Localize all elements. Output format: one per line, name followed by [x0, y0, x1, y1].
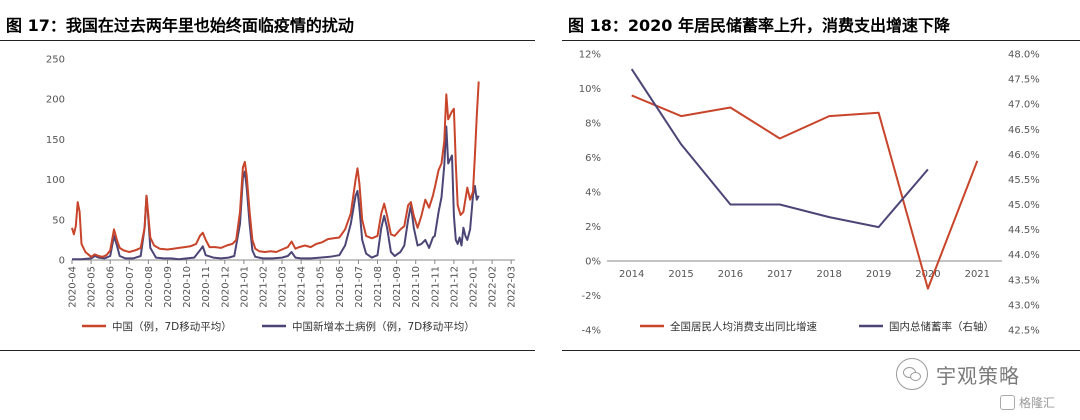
x-tick-label: 2019 — [866, 269, 891, 280]
x-tick-label: 2020-09 — [163, 266, 174, 308]
x-tick-label: 2020-07 — [125, 266, 136, 308]
y-left-tick-label: 0% — [585, 257, 601, 268]
x-tick-label: 2020 — [915, 269, 940, 280]
x-tick-label: 2020-05 — [87, 266, 98, 308]
y-tick-label: 250 — [46, 55, 65, 66]
y-right-tick-label: 46.5% — [1008, 125, 1040, 136]
wechat-icon — [896, 358, 928, 390]
series-line — [630, 68, 929, 229]
x-tick-label: 2021-06 — [335, 266, 346, 308]
y-right-tick-label: 47.5% — [1008, 75, 1040, 86]
x-tick-label: 2020-08 — [144, 266, 155, 308]
x-tick-label: 2020-10 — [182, 266, 193, 308]
x-tick-label: 2020-06 — [106, 266, 117, 308]
figure-18-chart: 12% 10% 8% 6% 4% 2% 0% -2% -4% 48.0% 47.5% 47.0% 46.… — [579, 50, 1040, 337]
x-tick-label: 2021-02 — [258, 266, 269, 308]
x-tick-label: 2021-11 — [430, 266, 441, 308]
y-right-tick-label: 42.5% — [1008, 326, 1040, 337]
x-tick-label: 2022-03 — [507, 266, 518, 308]
x-tick-label: 2021-07 — [354, 266, 365, 308]
x-tick-label: 2020-04 — [68, 266, 79, 308]
x-tick-label: 2022-01 — [468, 266, 479, 308]
y-right-tick-label: 44.5% — [1008, 225, 1040, 236]
y-right-tick-label: 47.0% — [1008, 100, 1040, 111]
y-tick-label: 100 — [46, 175, 65, 186]
source-logo-icon — [1000, 395, 1015, 410]
y-right-tick-label: 45.0% — [1008, 200, 1040, 211]
x-tick-label: 2021-04 — [297, 266, 308, 308]
legend-label: 中国新增本土病例（例，7D移动平均） — [292, 320, 475, 333]
watermark-brand: 宇观策略 — [936, 363, 1020, 388]
y-left-tick-label: -4% — [582, 326, 601, 337]
source-watermark-text: 格隆汇 — [1019, 396, 1056, 410]
y-left-tick-label: 6% — [585, 153, 601, 164]
x-tick-label: 2018 — [816, 269, 841, 280]
x-tick-label: 2021-01 — [239, 266, 250, 308]
y-right-tick-label: 48.0% — [1008, 50, 1040, 61]
series-line — [631, 94, 979, 290]
x-tick-label: 2020-11 — [201, 266, 212, 308]
x-tick-label: 2021 — [965, 269, 990, 280]
figure-17-title: 图 17：我国在过去两年里也始终面临疫情的扰动 — [6, 16, 354, 35]
y-left-tick-label: -2% — [582, 291, 601, 302]
figure-17-bottom-rule — [0, 350, 535, 351]
x-tick-label: 2014 — [619, 269, 644, 280]
y-tick-label: 50 — [52, 215, 65, 226]
figure-17-top-rule — [0, 40, 535, 41]
figure-18-title: 图 18：2020 年居民储蓄率上升，消费支出增速下降 — [568, 16, 950, 35]
y-tick-label: 150 — [46, 135, 65, 146]
y-right-tick-label: 44.0% — [1008, 250, 1040, 261]
x-tick-label: 2021-05 — [316, 266, 327, 308]
x-tick-label: 2021-08 — [373, 266, 384, 308]
y-left-tick-label: 10% — [579, 84, 601, 95]
y-tick-label: 200 — [46, 95, 65, 106]
y-right-tick-label: 43.0% — [1008, 300, 1040, 311]
y-left-tick-label: 2% — [585, 222, 601, 233]
x-tick-label: 2017 — [767, 269, 792, 280]
figure-18-bottom-rule — [562, 350, 1080, 351]
x-tick-label: 2021-09 — [392, 266, 403, 308]
y-left-tick-label: 4% — [585, 188, 601, 199]
y-tick-label: 0 — [59, 256, 65, 267]
figure-17-chart: 0 50 100 150 200 250 2020-04 2020-05 2020-06 2020… — [46, 55, 518, 334]
x-tick-label: 2020-12 — [220, 266, 231, 308]
x-tick-label: 2021-10 — [411, 266, 422, 308]
figure-18-top-rule — [562, 40, 1080, 41]
x-tick-label: 2021-12 — [449, 266, 460, 308]
y-left-tick-label: 8% — [585, 119, 601, 130]
legend-label: 国内总储蓄率（右轴） — [889, 320, 994, 333]
y-right-tick-label: 43.5% — [1008, 275, 1040, 286]
y-right-tick-label: 45.5% — [1008, 175, 1040, 186]
source-watermark: 格隆汇 — [1000, 394, 1055, 411]
y-left-tick-label: 12% — [579, 50, 601, 61]
series-line — [72, 125, 480, 261]
legend-label: 全国居民人均消费支出同比增速 — [670, 320, 817, 333]
figure-18-panel: 图 18：2020 年居民储蓄率上升，消费支出增速下降 12% 10% 8% 6% 4%… — [562, 0, 1080, 360]
x-tick-label: 2022-02 — [488, 266, 499, 308]
y-right-tick-label: 46.0% — [1008, 150, 1040, 161]
x-tick-label: 2021-03 — [278, 266, 289, 308]
watermark: 宇观策略 — [896, 358, 1020, 390]
x-tick-label: 2016 — [718, 269, 743, 280]
legend-label: 中国（例，7D移动平均） — [112, 320, 232, 333]
figure-17-panel: 图 17：我国在过去两年里也始终面临疫情的扰动 0 50 100 150 200 250 2… — [0, 0, 535, 360]
x-tick-label: 2015 — [668, 269, 693, 280]
series-line — [71, 81, 480, 258]
